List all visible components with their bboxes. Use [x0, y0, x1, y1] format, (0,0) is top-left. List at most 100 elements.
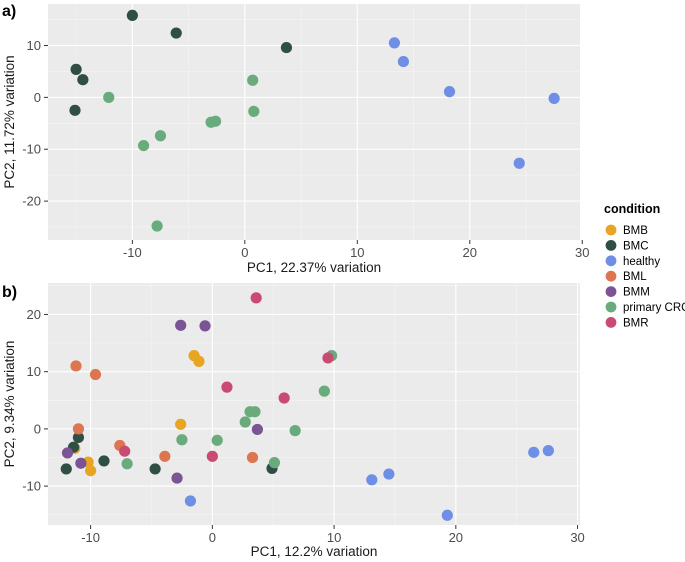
- data-point-bmr: [278, 392, 290, 404]
- x-axis-title: PC1, 22.37% variation: [247, 260, 381, 275]
- data-point-bmr: [250, 292, 262, 304]
- legend-item-primary-crc: primary CRC: [605, 301, 685, 314]
- legend-label: healthy: [623, 256, 660, 268]
- legend-item-healthy: healthy: [605, 255, 660, 268]
- data-point-bmc: [77, 74, 89, 86]
- data-point-primary-crc: [103, 91, 115, 103]
- series-primary-crc: [121, 350, 338, 470]
- data-point-bml: [89, 368, 102, 381]
- series-primary-crc: [103, 74, 260, 232]
- data-point-healthy: [443, 86, 456, 98]
- data-point-bml: [72, 423, 85, 435]
- data-point-bml: [246, 451, 259, 464]
- data-point-bmm: [61, 447, 74, 459]
- data-point-bmb: [193, 355, 205, 367]
- legend-key-bml: [605, 270, 617, 282]
- data-point-bmc: [170, 27, 182, 39]
- series-bmr: [119, 292, 334, 462]
- panel-tag: b): [2, 284, 17, 301]
- data-point-bml: [70, 360, 82, 372]
- x-tick-label: -10: [123, 245, 142, 260]
- series-bmc: [69, 9, 293, 116]
- data-point-bmc: [280, 41, 293, 54]
- legend-item-bmb: BMB: [605, 224, 648, 237]
- legend-item-bml: BML: [605, 270, 647, 283]
- data-point-primary-crc: [205, 116, 217, 128]
- legend-key-bmr: [605, 317, 617, 328]
- x-tick-label: 30: [570, 530, 584, 545]
- legend-item-bmc: BMC: [605, 240, 649, 252]
- plot-background: [48, 4, 580, 240]
- data-point-healthy: [388, 37, 401, 49]
- data-point-bmm: [175, 319, 187, 331]
- data-point-healthy: [441, 509, 453, 521]
- series-healthy: [184, 445, 554, 521]
- data-point-primary-crc: [247, 74, 259, 86]
- y-tick-label: 10: [27, 364, 41, 379]
- x-tick-label: 10: [327, 530, 341, 545]
- legend-title: condition: [604, 202, 660, 216]
- data-point-bmc: [69, 104, 81, 116]
- data-point-bmr: [119, 445, 131, 457]
- series-bmm: [61, 319, 263, 484]
- legend-key-bmb: [605, 224, 617, 236]
- x-tick-label: 30: [575, 245, 589, 260]
- data-point-bmb: [85, 465, 97, 477]
- data-point-healthy: [542, 445, 554, 457]
- data-point-bmc: [72, 431, 85, 444]
- plot-background: [48, 283, 580, 525]
- data-point-healthy: [383, 468, 395, 480]
- series-bmc: [60, 431, 278, 475]
- y-tick-label: 0: [34, 421, 41, 436]
- legend-key-bmc: [605, 240, 617, 251]
- data-point-primary-crc: [151, 220, 163, 232]
- data-point-primary-crc: [318, 385, 330, 397]
- data-point-primary-crc: [138, 140, 150, 152]
- legend-label: BML: [623, 271, 647, 283]
- x-axis-title: PC1, 12.2% variation: [251, 544, 378, 559]
- data-point-bmm: [171, 472, 183, 484]
- x-tick-label: 0: [241, 245, 248, 260]
- y-tick-label: -10: [22, 479, 41, 494]
- data-point-bmm: [199, 320, 211, 332]
- legend-label: primary CRC: [623, 302, 685, 314]
- data-point-primary-crc: [249, 406, 261, 418]
- data-point-healthy: [184, 495, 197, 507]
- data-point-primary-crc: [248, 105, 260, 117]
- x-tick-label: 20: [463, 245, 477, 260]
- data-point-primary-crc: [268, 457, 281, 469]
- y-tick-label: -20: [22, 194, 41, 209]
- data-point-healthy: [528, 446, 540, 458]
- legend-label: BMC: [623, 240, 649, 252]
- data-point-primary-crc: [121, 458, 133, 470]
- legend-item-bmr: BMR: [605, 317, 649, 329]
- condition-legend: condition BMB BMC healthy BML BMM primary CRC B…: [604, 202, 685, 329]
- data-point-bml: [159, 450, 171, 462]
- data-point-primary-crc: [239, 416, 251, 428]
- legend-label: BMM: [623, 287, 650, 299]
- x-tick-label: 0: [209, 530, 216, 545]
- data-point-healthy: [548, 92, 560, 104]
- panel-b-pca-plot: -10 0 10 20 30 -10 0 10 20 PC1, 12.2% variation PC…: [2, 283, 585, 559]
- legend-key-primary-crc: [605, 301, 617, 313]
- x-tick-label: 20: [449, 530, 463, 545]
- data-point-healthy: [397, 55, 410, 68]
- data-point-primary-crc: [154, 130, 167, 142]
- x-tick-label: 10: [350, 245, 364, 260]
- series-healthy: [388, 37, 560, 169]
- y-axis-title: PC2, 9.34% variation: [2, 341, 17, 468]
- y-axis-title: PC2, 11.72% variation: [2, 55, 17, 188]
- data-point-bmr: [206, 450, 218, 462]
- data-point-healthy: [366, 474, 378, 486]
- data-point-bmc: [126, 9, 138, 22]
- y-tick-label: 20: [27, 307, 41, 322]
- data-point-bmr: [322, 352, 334, 364]
- panel-tag: a): [2, 3, 16, 20]
- y-tick-label: 0: [34, 90, 41, 105]
- legend-key-bmm: [605, 286, 617, 297]
- y-tick-label: -10: [22, 142, 41, 157]
- data-point-bmc: [70, 63, 82, 75]
- y-tick-label: 10: [27, 38, 41, 53]
